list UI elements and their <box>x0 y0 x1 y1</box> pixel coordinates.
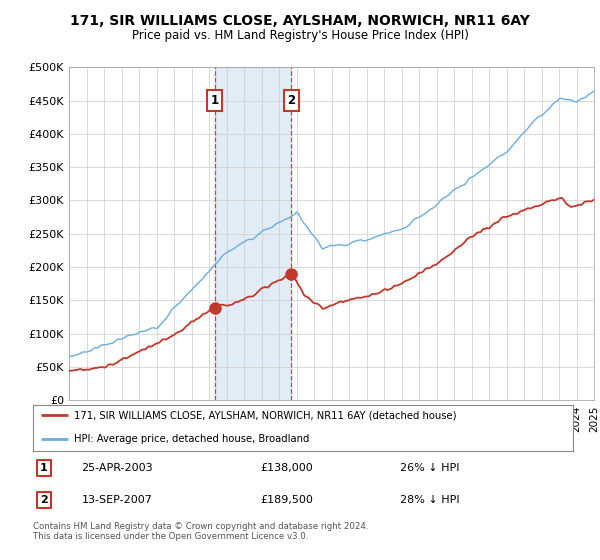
Text: 25-APR-2003: 25-APR-2003 <box>82 463 153 473</box>
Text: 28% ↓ HPI: 28% ↓ HPI <box>400 495 460 505</box>
Text: This data is licensed under the Open Government Licence v3.0.: This data is licensed under the Open Gov… <box>33 532 308 541</box>
Text: Contains HM Land Registry data © Crown copyright and database right 2024.: Contains HM Land Registry data © Crown c… <box>33 522 368 531</box>
Text: 13-SEP-2007: 13-SEP-2007 <box>82 495 152 505</box>
Text: £138,000: £138,000 <box>260 463 313 473</box>
Text: HPI: Average price, detached house, Broadland: HPI: Average price, detached house, Broa… <box>74 435 309 444</box>
Text: 171, SIR WILLIAMS CLOSE, AYLSHAM, NORWICH, NR11 6AY: 171, SIR WILLIAMS CLOSE, AYLSHAM, NORWIC… <box>70 14 530 28</box>
Text: 2: 2 <box>287 94 295 107</box>
Text: 1: 1 <box>40 463 47 473</box>
Text: Price paid vs. HM Land Registry's House Price Index (HPI): Price paid vs. HM Land Registry's House … <box>131 29 469 42</box>
Text: 171, SIR WILLIAMS CLOSE, AYLSHAM, NORWICH, NR11 6AY (detached house): 171, SIR WILLIAMS CLOSE, AYLSHAM, NORWIC… <box>74 410 456 421</box>
Text: £189,500: £189,500 <box>260 495 313 505</box>
Text: 2: 2 <box>40 495 47 505</box>
Text: 1: 1 <box>211 94 218 107</box>
Text: 26% ↓ HPI: 26% ↓ HPI <box>400 463 460 473</box>
Bar <box>215 67 292 400</box>
